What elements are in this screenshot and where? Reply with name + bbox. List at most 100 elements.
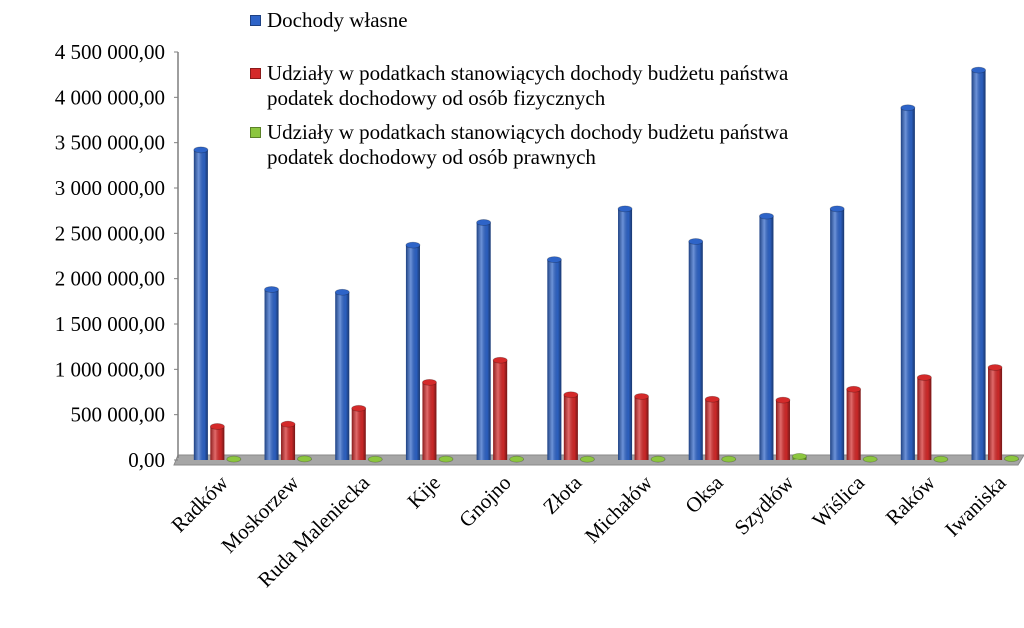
bar-group	[405, 241, 421, 460]
x-tick-label: Szydłów	[730, 470, 800, 540]
bar-group	[846, 385, 862, 460]
bar-top	[650, 455, 666, 463]
bar-group	[476, 219, 492, 460]
bar-shade	[705, 399, 720, 460]
x-tick-label: Złota	[538, 470, 587, 519]
y-tick-label: 1 000 000,00	[55, 357, 165, 381]
bar-shade	[493, 360, 508, 460]
bar-group	[351, 404, 367, 460]
bar-group	[193, 146, 209, 461]
bar-group	[634, 393, 649, 460]
legend-swatch	[250, 127, 261, 138]
bar-top	[862, 455, 878, 463]
bar-shade	[476, 222, 491, 460]
y-tick-label: 2 500 000,00	[55, 221, 165, 245]
legend-label: Dochody własne	[267, 8, 408, 32]
floor	[173, 454, 1024, 466]
bar-shade	[917, 377, 932, 460]
bar-group	[900, 104, 916, 460]
bar-shade	[634, 396, 649, 460]
bar-shade	[563, 394, 578, 460]
bar-top	[367, 455, 383, 463]
bar-group	[492, 356, 508, 460]
bar-shade	[846, 389, 861, 460]
legend-item: Udziały w podatkach stanowiących dochody…	[248, 61, 848, 111]
bar-top	[297, 455, 312, 463]
bar-group	[704, 395, 720, 460]
legend-item: Dochody własne	[248, 8, 848, 33]
x-tick-label: Iwaniska	[940, 470, 1011, 541]
bar-shade	[775, 400, 790, 460]
x-tick-label: Wiślica	[807, 470, 869, 532]
x-tick-label: Oksa	[680, 470, 728, 518]
bar-shade	[351, 408, 366, 460]
bar-top	[971, 66, 986, 74]
bar-shade	[688, 241, 703, 460]
bar-group	[509, 455, 525, 463]
bar-shade	[335, 292, 350, 460]
bar-top	[688, 238, 704, 245]
bar-group	[334, 288, 350, 460]
bar-shade	[759, 216, 774, 460]
bar-group	[721, 455, 737, 463]
bar-group	[650, 455, 666, 463]
bar-shade	[830, 208, 845, 460]
bar-top	[438, 455, 454, 463]
legend: Dochody własne Udziały w podatkach stanow…	[248, 8, 848, 179]
bar-group	[438, 455, 454, 463]
bar-top	[846, 385, 862, 393]
x-tick-label: Raków	[881, 470, 941, 530]
bar-top	[476, 219, 492, 226]
bar-top	[280, 420, 296, 428]
y-tick-label: 4 000 000,00	[55, 85, 165, 109]
bar-shade	[422, 382, 437, 460]
bar-top	[546, 256, 562, 264]
bar-group	[422, 378, 437, 460]
bar-top	[563, 391, 579, 399]
x-tick-label: Radków	[166, 470, 233, 537]
bar-shade	[988, 367, 1003, 460]
bar-group	[933, 455, 949, 463]
bar-top	[492, 356, 508, 364]
bar-top	[226, 455, 242, 463]
bar-top	[579, 455, 595, 463]
legend-label: Udziały w podatkach stanowiących dochody…	[267, 61, 789, 110]
bar-group	[829, 205, 845, 460]
bar-shade	[971, 70, 986, 460]
bar-group	[546, 256, 562, 460]
legend-swatch	[250, 68, 261, 79]
bar-top	[405, 241, 421, 249]
bar-top	[987, 364, 1003, 371]
bar-shade	[193, 149, 208, 461]
bar-group	[792, 452, 807, 460]
legend-item: Udziały w podatkach stanowiących dochody…	[248, 120, 848, 170]
bar-top	[792, 452, 807, 460]
bar-group	[579, 455, 595, 463]
bar-top	[264, 286, 279, 293]
bar-group	[297, 455, 312, 463]
bar-top	[704, 395, 720, 403]
bar-shade	[264, 289, 279, 460]
legend-swatch	[250, 15, 261, 26]
bar-group	[987, 364, 1003, 460]
bar-top	[617, 205, 633, 213]
bar-group	[209, 423, 225, 460]
y-tick-label: 2 000 000,00	[55, 267, 165, 291]
x-tick-label: Michałów	[580, 470, 658, 548]
bar-group	[759, 212, 774, 460]
bar-top	[334, 288, 350, 296]
y-tick-label: 1 500 000,00	[55, 312, 165, 336]
bar-top	[422, 378, 437, 386]
bar-top	[509, 455, 525, 463]
y-tick-label: 4 500 000,00	[55, 40, 165, 64]
bar-shade	[547, 259, 562, 460]
bar-top	[193, 146, 209, 154]
bar-top	[634, 393, 649, 400]
bar-shade	[210, 426, 225, 460]
bar-top	[209, 423, 225, 430]
bar-group	[617, 205, 633, 460]
bar-top	[900, 104, 916, 112]
bar-group	[862, 455, 878, 463]
